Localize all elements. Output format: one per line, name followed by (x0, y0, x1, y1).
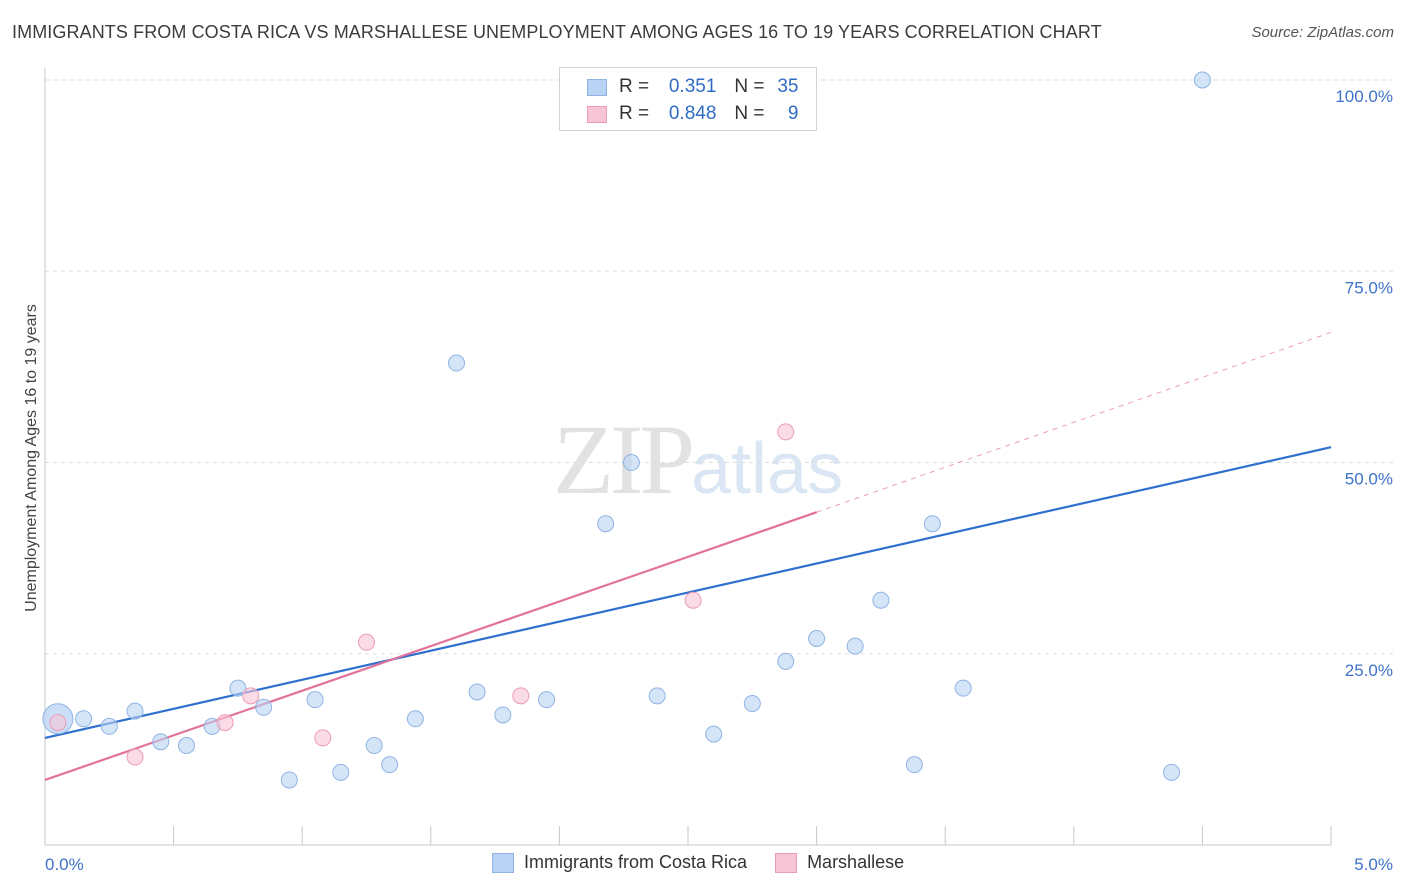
legend-r-value: 0.848 (668, 103, 717, 124)
y-tick-label: 75.0% (1345, 278, 1393, 297)
point-costa-rica (1193, 71, 1211, 89)
trend-line-costa-rica (44, 446, 1332, 739)
point-costa-rica (468, 683, 486, 701)
point-costa-rica (177, 737, 195, 755)
point-costa-rica (905, 756, 923, 774)
y-tick-label: 100.0% (1335, 87, 1393, 106)
point-marshallese (126, 748, 144, 766)
watermark-atlas: atlas (691, 429, 844, 509)
trend-line-marshallese (44, 511, 817, 782)
legend-swatch-costa-rica (587, 78, 607, 96)
point-costa-rica (597, 515, 615, 533)
source-label: Source: ZipAtlas.com (1251, 24, 1394, 41)
legend-row-marshallese: R = 0.848 N = 9 (587, 102, 799, 126)
point-costa-rica (1163, 763, 1181, 781)
gridlines (45, 79, 1393, 655)
point-costa-rica (846, 637, 864, 655)
y-tick-label: 25.0% (1345, 661, 1393, 680)
series-swatch-marshallese (775, 852, 798, 873)
tick-labels: 25.0% 50.0% 75.0% 100.0% 0.0% 5.0% (45, 87, 1393, 874)
point-costa-rica (622, 454, 640, 471)
point-costa-rica (648, 687, 666, 705)
point-costa-rica (808, 629, 826, 647)
point-costa-rica (100, 717, 118, 735)
series-label-costa-rica: Immigrants from Costa Rica (524, 852, 748, 872)
chart-title: IMMIGRANTS FROM COSTA RICA VS MARSHALLES… (12, 22, 1102, 42)
point-costa-rica (538, 691, 556, 709)
legend-r-label: R = (619, 76, 650, 97)
point-costa-rica (152, 733, 170, 751)
point-costa-rica (229, 679, 247, 697)
point-costa-rica (872, 591, 890, 609)
point-costa-rica (494, 706, 512, 724)
series-legend: Immigrants from Costa Rica Marshallese (492, 852, 904, 873)
point-costa-rica (75, 710, 93, 728)
trend-lines (44, 331, 1332, 782)
trend-extension-marshallese (816, 331, 1332, 513)
legend-row-costa-rica: R = 0.351 N = 35 (587, 75, 799, 99)
point-marshallese (512, 687, 530, 705)
point-marshallese (358, 633, 375, 651)
point-costa-rica (954, 679, 972, 697)
point-costa-rica (705, 725, 723, 743)
point-marshallese (49, 714, 67, 732)
series-label-marshallese: Marshallese (807, 852, 905, 872)
legend-r-label: R = (619, 103, 650, 124)
point-costa-rica (332, 763, 350, 781)
series-swatch-costa-rica (492, 852, 514, 873)
point-marshallese (314, 729, 332, 747)
legend-n-value: 35 (777, 76, 799, 97)
y-axis-title: Unemployment Among Ages 16 to 19 years (23, 304, 40, 612)
point-costa-rica (126, 702, 144, 720)
point-marshallese (777, 423, 795, 441)
point-costa-rica (923, 515, 941, 533)
point-costa-rica (448, 354, 466, 372)
data-points (42, 71, 1211, 789)
x-tick-label: 5.0% (1354, 855, 1393, 874)
point-marshallese (242, 687, 260, 705)
x-tick-label: 0.0% (45, 855, 84, 874)
point-costa-rica (306, 691, 324, 709)
point-marshallese (216, 714, 234, 732)
legend-swatch-marshallese (587, 105, 607, 123)
watermark: ZIPatlas (553, 402, 843, 517)
point-costa-rica (381, 756, 399, 774)
point-marshallese (684, 591, 702, 609)
axes (44, 68, 1332, 846)
legend-n-value: 9 (787, 103, 799, 124)
point-costa-rica (743, 694, 761, 712)
point-costa-rica (365, 737, 383, 755)
point-costa-rica (280, 771, 298, 789)
legend-n-label: N = (734, 76, 765, 97)
point-costa-rica (406, 710, 424, 728)
y-tick-label: 50.0% (1345, 470, 1393, 489)
point-costa-rica (255, 698, 273, 716)
legend-n-label: N = (734, 103, 765, 124)
point-costa-rica (777, 652, 795, 670)
correlation-legend: R = 0.351 N = 35 R = 0.848 N = 9 (559, 67, 817, 131)
legend-r-value: 0.351 (668, 76, 717, 97)
